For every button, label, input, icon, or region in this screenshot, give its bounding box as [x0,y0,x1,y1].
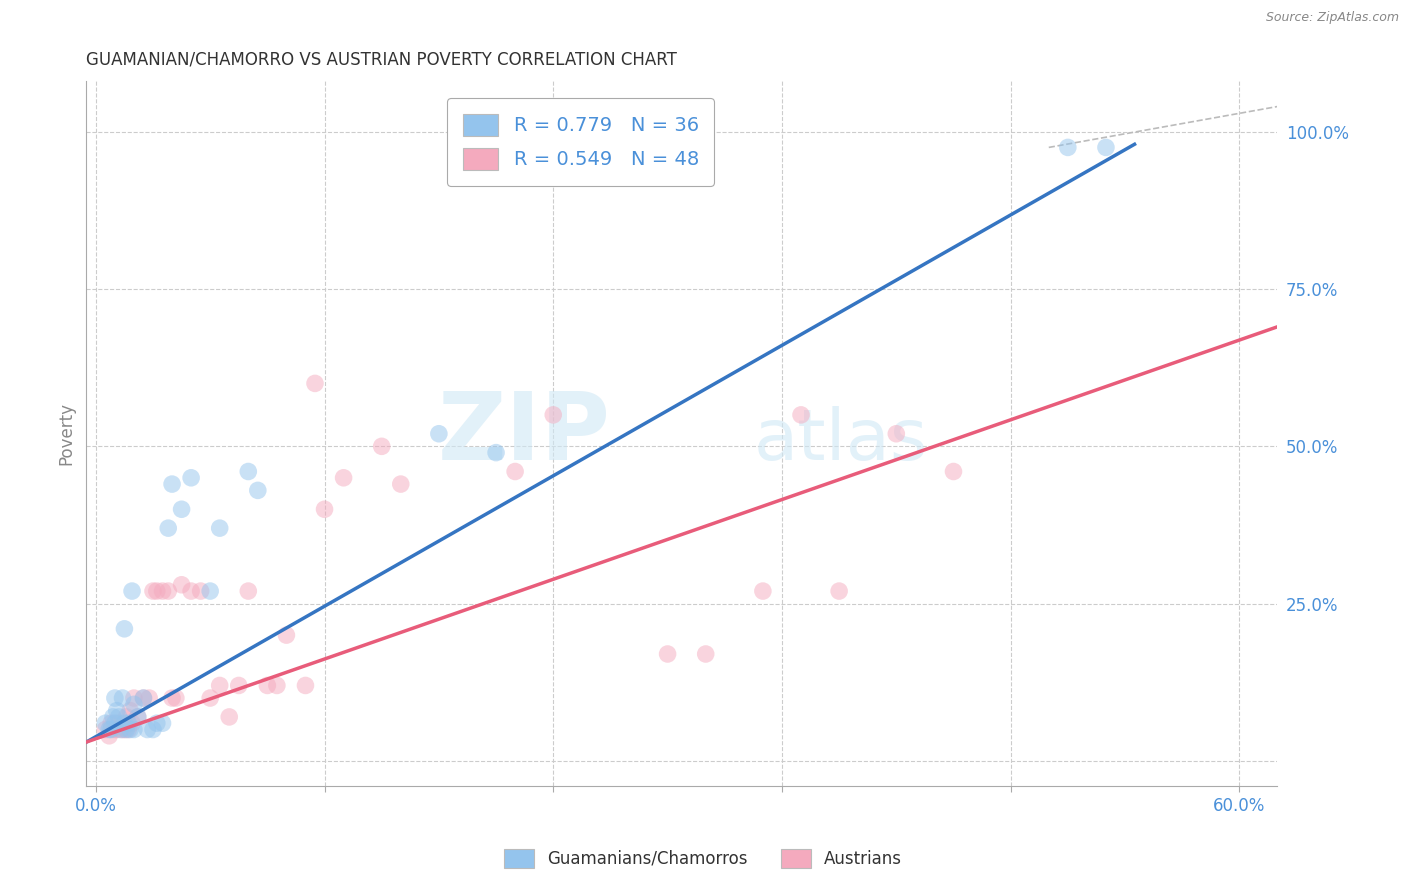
Point [132,691,155,706]
Point [246,483,269,498]
Point [503,465,526,479]
Point [146,584,169,599]
Point [117,723,139,737]
Point [112,716,135,731]
Point [152,584,174,599]
Text: GUAMANIAN/CHAMORRO VS AUSTRIAN POVERTY CORRELATION CHART: GUAMANIAN/CHAMORRO VS AUSTRIAN POVERTY C… [86,51,678,69]
Point [157,584,180,599]
Point [238,465,260,479]
Point [208,521,231,535]
Point [117,716,139,731]
Point [142,723,165,737]
Point [132,691,155,706]
Point [115,723,138,737]
Point [541,408,564,422]
Point [138,691,160,706]
Point [104,723,127,737]
Point [122,723,145,737]
Point [94,716,117,731]
Point [127,710,149,724]
Point [170,502,193,516]
Point [104,691,127,706]
Point [120,704,142,718]
Point [111,691,134,706]
Point [238,584,260,599]
Point [105,723,128,737]
Point [752,584,775,599]
Point [942,465,965,479]
Point [107,716,129,731]
Point [208,678,231,692]
Point [101,710,124,724]
Point [884,426,907,441]
Point [122,691,145,706]
Point [218,710,240,724]
Point [180,471,202,485]
Point [332,471,354,485]
Point [142,584,165,599]
Point [170,578,193,592]
Point [115,710,138,724]
Point [314,502,336,516]
Point [256,678,278,692]
Legend: R = 0.779   N = 36, R = 0.549   N = 48: R = 0.779 N = 36, R = 0.549 N = 48 [447,98,714,186]
Point [790,408,813,422]
Point [160,477,183,491]
Point [294,678,316,692]
Point [1095,140,1118,154]
Point [427,426,450,441]
Point [107,710,129,724]
Legend: Guamanians/Chamorros, Austrians: Guamanians/Chamorros, Austrians [498,842,908,875]
Point [370,439,392,453]
Point [389,477,412,491]
Text: Source: ZipAtlas.com: Source: ZipAtlas.com [1265,11,1399,24]
Point [657,647,679,661]
Point [121,584,143,599]
Point [98,723,121,737]
Point [198,691,221,706]
Point [127,710,149,724]
Point [105,704,128,718]
Point [112,622,135,636]
Text: ZIP: ZIP [437,388,610,480]
Point [485,445,508,459]
Point [100,716,122,731]
Y-axis label: Poverty: Poverty [58,402,75,466]
Point [304,376,326,391]
Point [180,584,202,599]
Point [122,698,145,712]
Point [110,723,132,737]
Point [104,716,127,731]
Text: atlas: atlas [754,406,928,475]
Point [198,584,221,599]
Point [111,723,134,737]
Point [266,678,288,692]
Point [152,716,174,731]
Point [276,628,298,642]
Point [695,647,717,661]
Point [146,716,169,731]
Point [1056,140,1078,154]
Point [165,691,187,706]
Point [228,678,250,692]
Point [190,584,212,599]
Point [136,723,159,737]
Point [98,729,121,743]
Point [120,723,142,737]
Point [121,716,143,731]
Point [160,691,183,706]
Point [94,723,117,737]
Point [828,584,851,599]
Point [112,723,135,737]
Point [100,723,122,737]
Point [157,521,180,535]
